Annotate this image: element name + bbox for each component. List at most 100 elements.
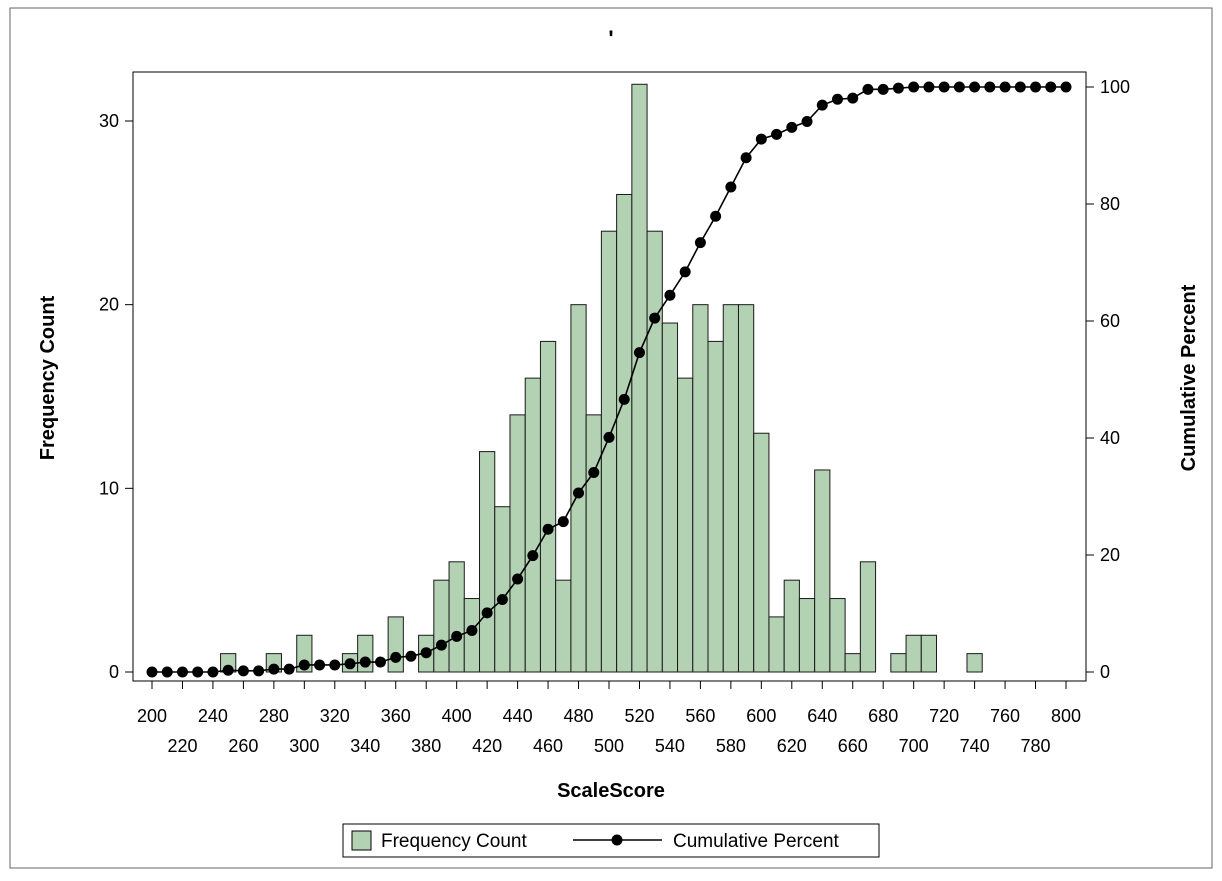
cumulative-point (786, 121, 798, 133)
x-tick-label: 600 (746, 706, 776, 726)
cumulative-point (466, 624, 478, 636)
chart-title: ' (608, 26, 613, 51)
cumulative-point (542, 523, 554, 535)
x-tick-label: 580 (716, 736, 746, 756)
cumulative-point (1030, 81, 1042, 93)
bar (722, 304, 739, 673)
y2-axis-title: Cumulative Percent (1178, 284, 1200, 471)
cumulative-point (359, 656, 371, 668)
x-tick-label: 260 (228, 736, 258, 756)
cumulative-point (618, 393, 630, 405)
cumulative-point (481, 607, 493, 619)
x-tick-label: 780 (1021, 736, 1051, 756)
x-tick-label: 500 (594, 736, 624, 756)
cumulative-point (298, 659, 310, 671)
cumulative-point (435, 639, 447, 651)
cumulative-point (451, 630, 463, 642)
cumulative-point (268, 663, 280, 675)
cumulative-point (176, 666, 188, 678)
x-tick-label: 420 (472, 736, 502, 756)
x-axis-title: ScaleScore (557, 780, 665, 802)
x-tick-label: 800 (1051, 706, 1081, 726)
bar (814, 469, 831, 673)
x-tick-label: 760 (990, 706, 1020, 726)
y2-tick-label: 0 (1100, 662, 1110, 682)
legend-swatch-frequency (351, 830, 372, 851)
bar (768, 616, 785, 673)
bar (661, 322, 679, 673)
cumulative-point (557, 516, 569, 528)
bar (905, 634, 922, 673)
bar (387, 616, 404, 673)
x-tick-label: 200 (137, 706, 167, 726)
cumulative-point (375, 656, 386, 668)
bar (798, 598, 816, 673)
bar (631, 83, 648, 673)
bar (707, 340, 724, 673)
cumulative-point (953, 81, 965, 93)
cumulative-point (877, 83, 889, 95)
x-tick-label: 400 (442, 706, 472, 726)
cumulative-point (938, 81, 950, 93)
cumulative-point (573, 487, 585, 499)
cumulative-point (816, 99, 828, 111)
cumulative-line-layer (146, 81, 1072, 678)
cumulative-point (649, 312, 661, 324)
x-tick-label: 480 (564, 706, 594, 726)
y2-tick-label: 40 (1100, 428, 1120, 448)
legend: Frequency Count Cumulative Percent (342, 823, 880, 858)
bar (433, 579, 450, 673)
cumulative-point (664, 289, 676, 301)
x-tick-label: 220 (167, 736, 197, 756)
bar (920, 634, 938, 673)
x-tick-label: 700 (899, 736, 929, 756)
cumulative-point (862, 83, 874, 95)
cumulative-point (390, 651, 402, 663)
x-tick-label: 520 (624, 706, 654, 726)
y-axis-right: 0 20 40 60 80 100 (1086, 77, 1130, 682)
bars-layer (220, 83, 983, 673)
cumulative-point (679, 266, 691, 278)
cumulative-point (146, 666, 158, 678)
x-tick-label: 560 (685, 706, 715, 726)
cumulative-point (633, 347, 645, 359)
bar (585, 414, 602, 673)
bar (692, 304, 709, 673)
bar (859, 561, 877, 673)
y-tick-label: 20 (99, 295, 119, 315)
x-tick-label: 720 (929, 706, 959, 726)
y-axis-left: 0 10 20 30 (99, 111, 133, 682)
cumulative-point (923, 81, 935, 93)
cumulative-point (847, 92, 859, 104)
cumulative-point (832, 93, 843, 105)
cumulative-point (1014, 81, 1026, 93)
x-tick-label: 440 (503, 706, 533, 726)
bar (539, 340, 557, 673)
cumulative-point (344, 658, 356, 670)
y-tick-label: 30 (99, 111, 119, 131)
cumulative-point (1045, 81, 1057, 93)
cumulative-point (420, 647, 432, 659)
bar (737, 304, 755, 673)
cumulative-point (710, 210, 722, 222)
cumulative-point (253, 665, 265, 677)
cumulative-point (314, 659, 326, 671)
x-tick-label: 340 (350, 736, 380, 756)
cumulative-point (512, 573, 524, 585)
cumulative-point (1060, 81, 1072, 93)
cumulative-point (740, 152, 752, 164)
bar (829, 598, 846, 673)
bar (890, 653, 907, 673)
x-tick-label: 380 (411, 736, 441, 756)
cumulative-point (984, 81, 996, 93)
bar (646, 230, 663, 673)
x-tick-label: 540 (655, 736, 685, 756)
bar (753, 432, 770, 673)
y2-tick-label: 60 (1100, 311, 1120, 331)
bar (448, 561, 465, 673)
y2-tick-label: 100 (1100, 77, 1130, 97)
cumulative-point (222, 664, 234, 676)
cumulative-point (329, 659, 341, 671)
